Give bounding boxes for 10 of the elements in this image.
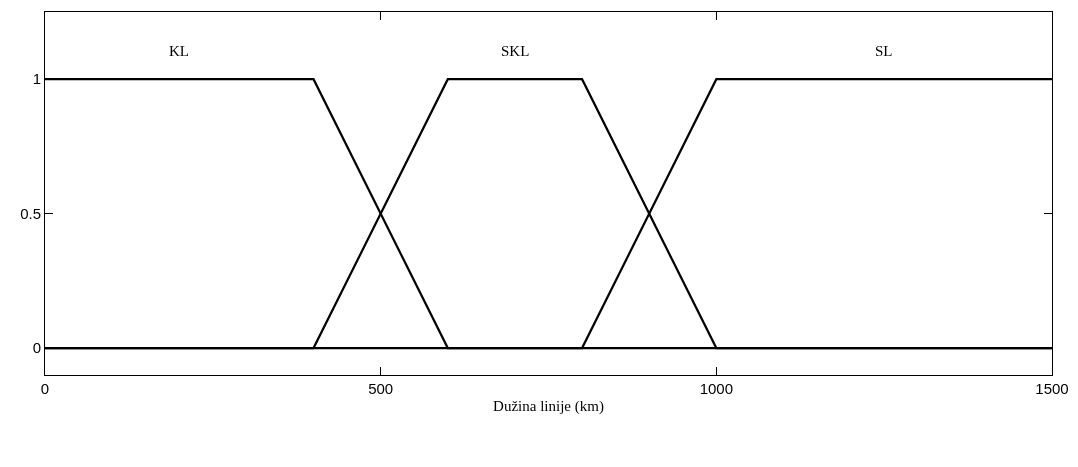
y-tick-label: 0: [32, 339, 41, 357]
y-tick-label: 1: [32, 70, 41, 88]
series-label: SL: [875, 43, 893, 59]
x-tick-label: 1500: [1035, 380, 1069, 397]
series-label: SKL: [501, 43, 530, 59]
series-label: KL: [169, 43, 189, 59]
x-tick-label: 500: [368, 380, 394, 397]
x-tick-label: 1000: [699, 380, 734, 397]
y-tick-label: 0.5: [20, 204, 41, 222]
x-axis-title: Dužina linije (km): [493, 398, 604, 415]
